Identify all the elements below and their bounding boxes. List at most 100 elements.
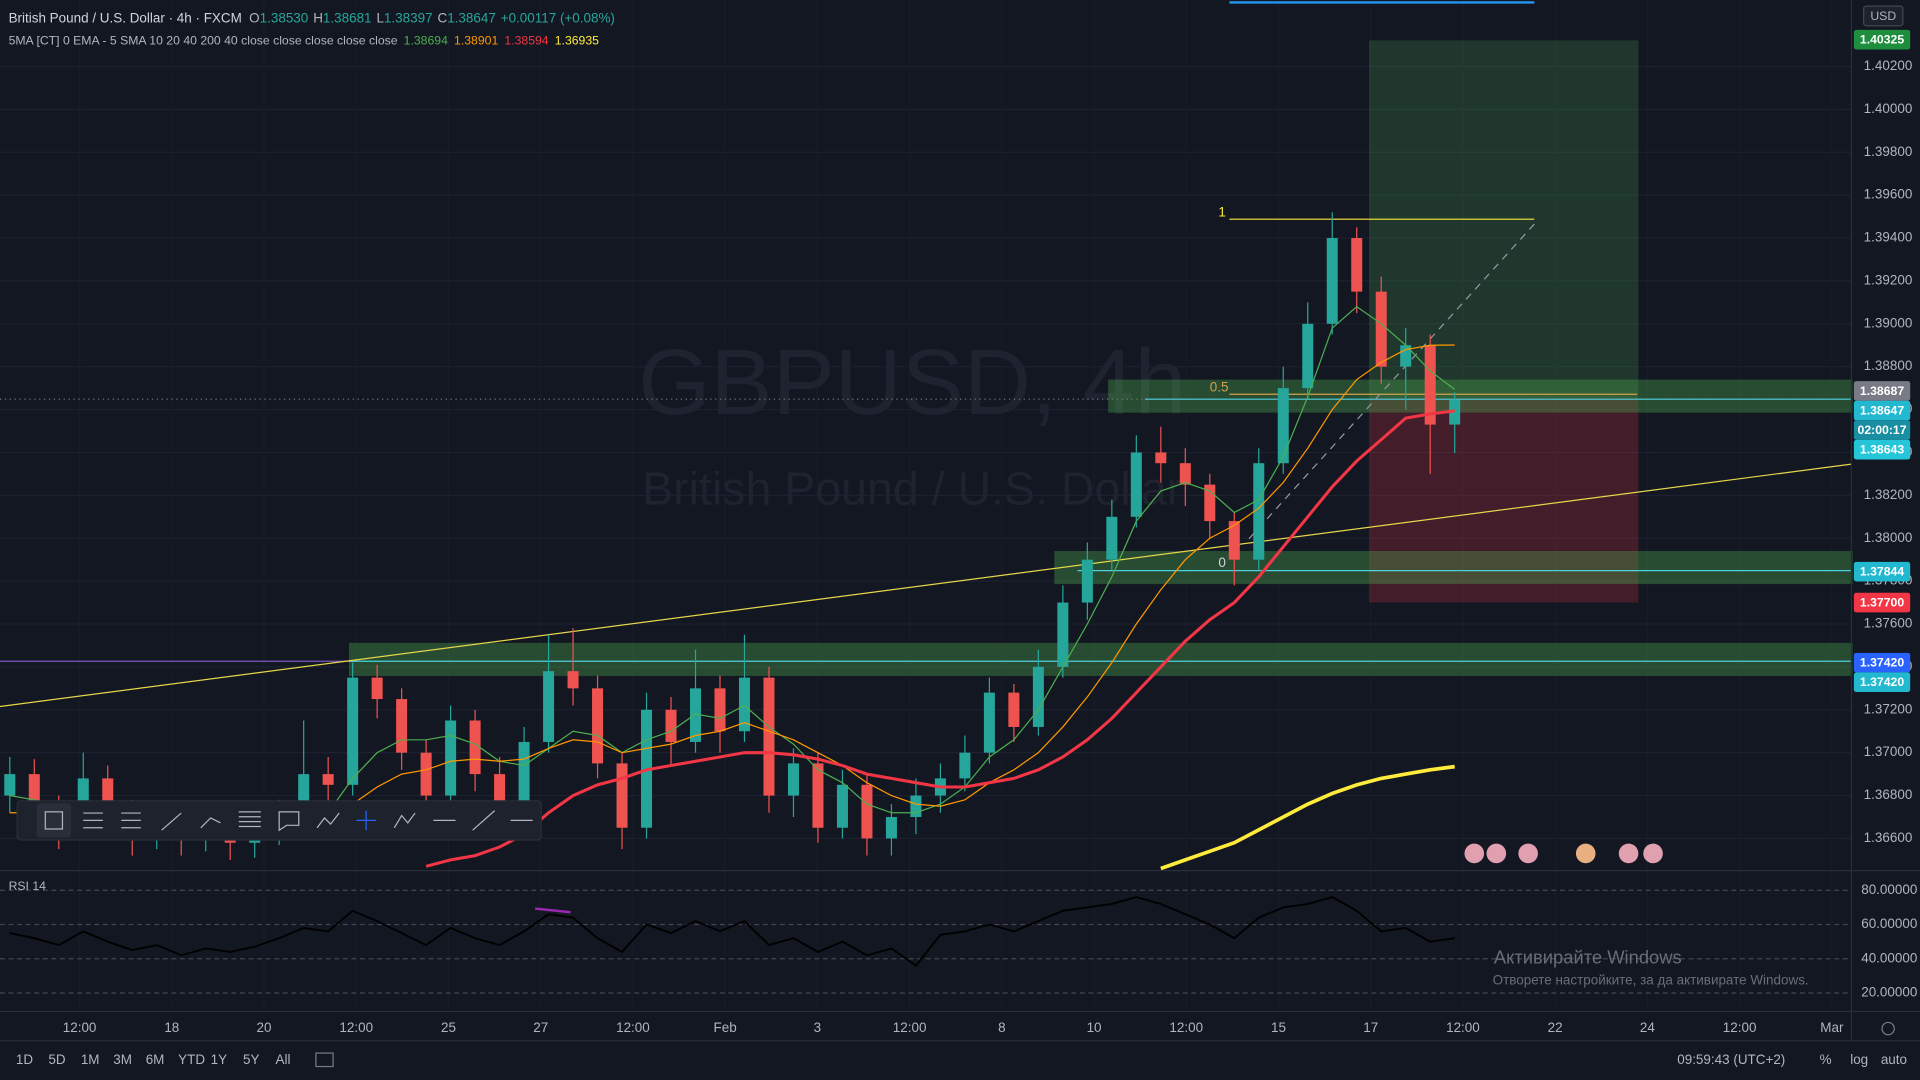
event-icon[interactable] bbox=[1618, 843, 1639, 864]
event-icon[interactable] bbox=[1486, 843, 1507, 864]
y-tick-label: 1.39800 bbox=[1864, 144, 1913, 159]
candle-body bbox=[396, 699, 408, 753]
candle-body bbox=[738, 677, 750, 732]
period-button[interactable]: All bbox=[276, 1052, 291, 1067]
candle-body bbox=[1253, 463, 1265, 560]
tool-icon[interactable] bbox=[161, 812, 182, 831]
x-tick-label: 22 bbox=[1548, 1020, 1563, 1035]
price-label-box bbox=[1853, 420, 1911, 440]
tool-icon[interactable] bbox=[472, 810, 496, 831]
scale-option[interactable]: % bbox=[1820, 1052, 1832, 1067]
event-icon[interactable] bbox=[1518, 843, 1538, 864]
x-tick-label: 24 bbox=[1640, 1020, 1655, 1035]
price-label-box bbox=[1853, 381, 1911, 401]
event-icon[interactable] bbox=[1643, 843, 1663, 864]
candle-body bbox=[1130, 452, 1142, 517]
tool-icon[interactable] bbox=[316, 812, 340, 829]
tool-icon[interactable] bbox=[356, 810, 376, 831]
period-button[interactable]: 5D bbox=[48, 1052, 65, 1067]
date-range-icon[interactable] bbox=[315, 1052, 334, 1068]
candle-body bbox=[494, 774, 506, 807]
windows-notice-title: Активирайте Windows bbox=[1494, 947, 1682, 968]
indicator-name: 5MA [CT] 0 EMA - 5 SMA 10 20 40 200 40 c… bbox=[9, 34, 398, 48]
y-tick-label: 80.00000 bbox=[1861, 882, 1917, 897]
windows-notice-text: Отворете настройките, за да активирате W… bbox=[1493, 972, 1809, 987]
tool-icon[interactable] bbox=[83, 812, 103, 829]
indicator-value: 1.38901 bbox=[454, 34, 498, 48]
candle-body bbox=[1081, 559, 1093, 603]
period-button[interactable]: 5Y bbox=[243, 1052, 259, 1067]
tool-button[interactable] bbox=[36, 803, 72, 838]
rsi-title: RSI 14 bbox=[9, 879, 47, 893]
candle-body bbox=[983, 692, 995, 753]
event-icon[interactable] bbox=[1575, 843, 1596, 864]
tool-icon[interactable] bbox=[238, 811, 261, 828]
x-tick-label: 3 bbox=[814, 1020, 821, 1035]
indicator-value: 1.38694 bbox=[404, 34, 448, 48]
ohlc-value: 1.38530 bbox=[260, 10, 309, 25]
candle-body bbox=[1155, 452, 1167, 464]
time-axis: 12:00 18 20 12:00 25 27 12:00 Feb 3 12:00 8 10 12:00… bbox=[63, 1020, 1844, 1035]
candle-body bbox=[1351, 238, 1363, 292]
x-tick-label: 12:00 bbox=[63, 1020, 97, 1035]
tool-icon[interactable] bbox=[200, 817, 221, 829]
candle-body bbox=[567, 671, 579, 689]
event-icon[interactable] bbox=[1464, 843, 1485, 864]
period-button[interactable]: 1D bbox=[16, 1052, 33, 1067]
watermark-subtitle: British Pound / U.S. Dollar bbox=[642, 463, 1182, 515]
event-icons bbox=[1464, 843, 1663, 864]
scale-option[interactable]: auto bbox=[1881, 1052, 1907, 1067]
x-tick-label: 18 bbox=[164, 1020, 179, 1035]
candle-body bbox=[1277, 388, 1289, 464]
tool-icon[interactable] bbox=[278, 811, 300, 832]
price-label: 1.38643 bbox=[1860, 443, 1904, 457]
period-button[interactable]: 6M bbox=[146, 1052, 165, 1067]
tool-icon[interactable] bbox=[393, 812, 416, 829]
y-tick-label: 1.38000 bbox=[1864, 530, 1913, 545]
price-label: 1.37420 bbox=[1860, 675, 1904, 689]
candle-body bbox=[592, 688, 604, 764]
price-label-box bbox=[1853, 672, 1911, 692]
price-label: 1.38687 bbox=[1860, 384, 1904, 398]
candle-body bbox=[763, 677, 775, 796]
price-label: 1.40325 bbox=[1860, 33, 1904, 47]
candle-body bbox=[518, 741, 530, 807]
period-button[interactable]: YTD bbox=[178, 1052, 205, 1067]
tool-icon[interactable] bbox=[121, 812, 141, 829]
watermark: GBPUSD, 4h bbox=[638, 330, 1186, 434]
indicator-value: 1.38594 bbox=[504, 34, 548, 48]
candle-body bbox=[1106, 516, 1118, 560]
price-label-box bbox=[1853, 29, 1911, 50]
candle-body bbox=[910, 795, 922, 818]
trend-line bbox=[0, 463, 1852, 708]
candle-body bbox=[885, 817, 897, 839]
x-tick-label: Mar bbox=[1820, 1020, 1844, 1035]
support-zone bbox=[1054, 551, 1853, 585]
candle-body bbox=[371, 677, 383, 700]
drawing-toolbar bbox=[16, 800, 542, 841]
ohlc-value: 1.38647 bbox=[447, 10, 496, 25]
currency-button[interactable] bbox=[1863, 5, 1904, 27]
x-tick-label: 20 bbox=[257, 1020, 272, 1035]
period-button[interactable]: 3M bbox=[113, 1052, 132, 1067]
candle-body bbox=[1057, 602, 1069, 667]
scale-option[interactable]: log bbox=[1850, 1052, 1868, 1067]
settings-icon[interactable] bbox=[1881, 1021, 1895, 1036]
x-tick-label: 12:00 bbox=[1169, 1020, 1203, 1035]
x-tick-label: 10 bbox=[1087, 1020, 1102, 1035]
candle-body bbox=[959, 752, 971, 779]
candle-body bbox=[1032, 666, 1044, 727]
change: +0.00117 (+0.08%) bbox=[501, 10, 615, 25]
bottom-bar: 1D 5D 1M 3M 6M YTD 1Y 5Y All 09:59:43 (UTC+2)% log… bbox=[16, 1052, 1907, 1068]
y-tick-label: 1.38800 bbox=[1864, 358, 1913, 373]
x-tick-label: Feb bbox=[714, 1020, 737, 1035]
period-button[interactable]: 1M bbox=[81, 1052, 100, 1067]
ohlc-value: 1.38681 bbox=[323, 10, 372, 25]
candle-body bbox=[1179, 463, 1191, 485]
x-tick-label: 25 bbox=[441, 1020, 456, 1035]
candle-body bbox=[420, 752, 432, 796]
period-button[interactable]: 1Y bbox=[211, 1052, 227, 1067]
moving-average bbox=[1160, 764, 1455, 871]
ohlc-value: 1.38397 bbox=[384, 10, 433, 25]
price-label-box bbox=[1853, 439, 1911, 460]
